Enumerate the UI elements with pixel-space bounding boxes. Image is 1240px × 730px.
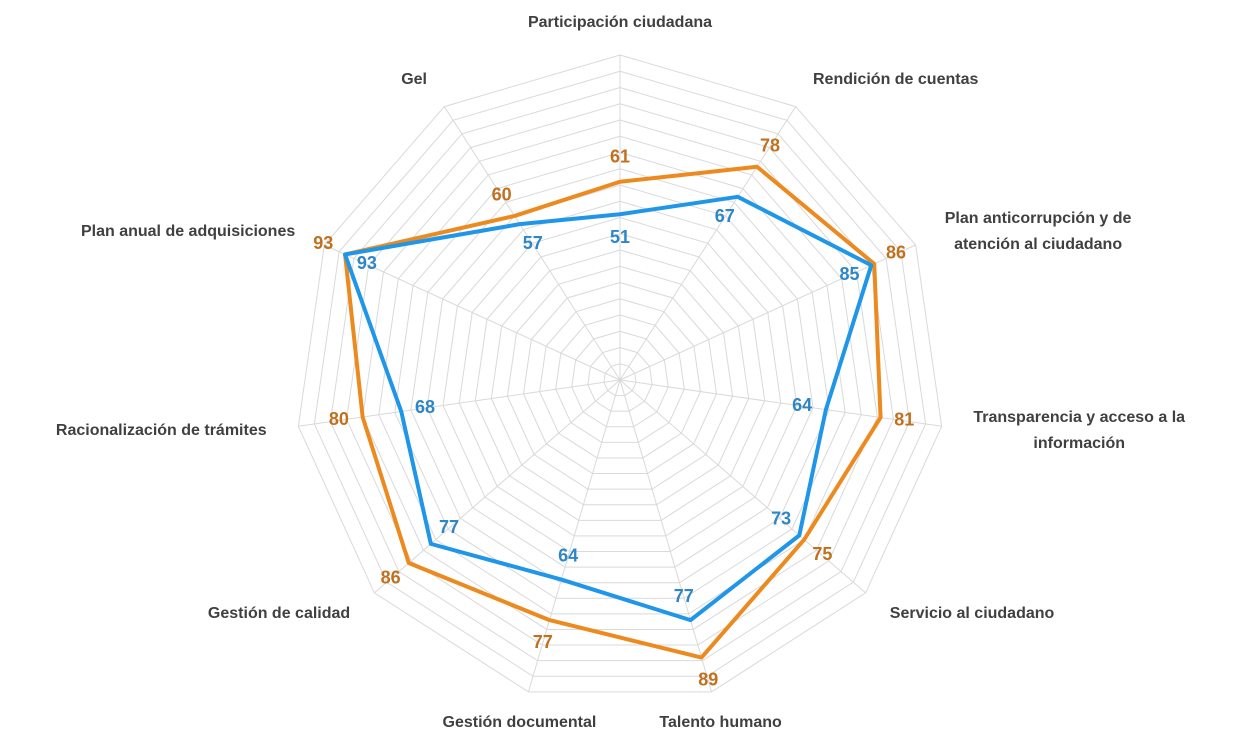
spoke xyxy=(619,379,866,594)
value-label: 73 xyxy=(771,508,791,528)
value-label: 85 xyxy=(839,264,859,284)
value-label: 86 xyxy=(886,243,906,263)
grid-ring xyxy=(555,314,685,443)
value-label: 61 xyxy=(610,147,630,167)
grid-ring xyxy=(297,54,943,693)
value-label: 78 xyxy=(760,135,780,155)
spoke xyxy=(527,379,621,692)
grid-ring xyxy=(329,86,911,662)
grid-ring xyxy=(539,298,701,459)
category-label: Plan anticorrupción y de atención al ciu… xyxy=(944,209,1132,253)
spoke xyxy=(619,106,797,381)
value-label: 77 xyxy=(674,586,694,606)
category-label: Transparencia y acceso a la información xyxy=(973,408,1186,452)
grid-ring xyxy=(426,184,814,568)
grid-ring xyxy=(362,119,878,630)
value-label: 67 xyxy=(715,206,735,226)
grid-ring xyxy=(506,265,734,490)
grid-ring xyxy=(474,233,766,521)
value-label: 93 xyxy=(357,253,377,273)
spoke xyxy=(619,379,942,427)
category-label: Servicio al ciudadano xyxy=(889,604,1055,622)
value-label: 93 xyxy=(313,233,333,253)
value-label: 64 xyxy=(558,545,578,565)
spoke xyxy=(374,379,621,594)
category-label: Plan anual de adquisiciones xyxy=(80,222,296,240)
category-label: Rendición de cuentas xyxy=(813,70,979,88)
value-label: 68 xyxy=(415,397,435,417)
grid-ring xyxy=(378,135,862,615)
grid-ring xyxy=(458,216,782,537)
value-label: 77 xyxy=(533,632,553,652)
spoke xyxy=(298,379,621,427)
value-label: 80 xyxy=(329,409,349,429)
category-label: Gestión documental xyxy=(442,713,597,730)
grid-ring xyxy=(490,249,750,506)
grid-ring xyxy=(587,346,653,412)
value-label: 51 xyxy=(610,227,630,247)
category-label: Participación ciudadana xyxy=(527,14,713,31)
value-label: 60 xyxy=(492,185,512,205)
value-label: 86 xyxy=(381,568,401,588)
spoke xyxy=(619,244,916,381)
value-label: 57 xyxy=(523,233,543,253)
spoke xyxy=(443,106,621,381)
spoke xyxy=(619,379,713,692)
value-label: 77 xyxy=(439,517,459,537)
grid-ring xyxy=(603,363,637,397)
grid-ring xyxy=(571,330,669,428)
grid-ring xyxy=(410,168,830,584)
category-label: Racionalización de trámites xyxy=(55,421,267,439)
category-label: Gel xyxy=(401,70,427,88)
grid-ring xyxy=(313,70,927,677)
value-label: 75 xyxy=(812,544,832,564)
grid-ring xyxy=(442,200,798,553)
category-label: Gestión de calidad xyxy=(207,604,351,622)
value-label: 64 xyxy=(792,395,812,415)
value-label: 89 xyxy=(698,669,718,689)
series-line xyxy=(343,194,874,623)
spoke xyxy=(324,244,621,381)
grid-ring xyxy=(522,281,718,475)
category-label: Talento humano xyxy=(659,713,782,730)
value-label: 81 xyxy=(894,410,914,430)
